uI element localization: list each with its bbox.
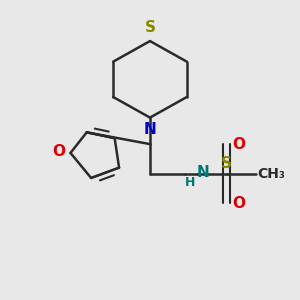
Text: O: O <box>232 136 245 152</box>
Text: H: H <box>184 176 195 189</box>
Text: N: N <box>197 165 210 180</box>
Text: CH₃: CH₃ <box>257 167 285 181</box>
Text: S: S <box>221 156 232 171</box>
Text: S: S <box>145 20 155 34</box>
Text: O: O <box>232 196 245 211</box>
Text: N: N <box>144 122 156 137</box>
Text: O: O <box>52 144 65 159</box>
